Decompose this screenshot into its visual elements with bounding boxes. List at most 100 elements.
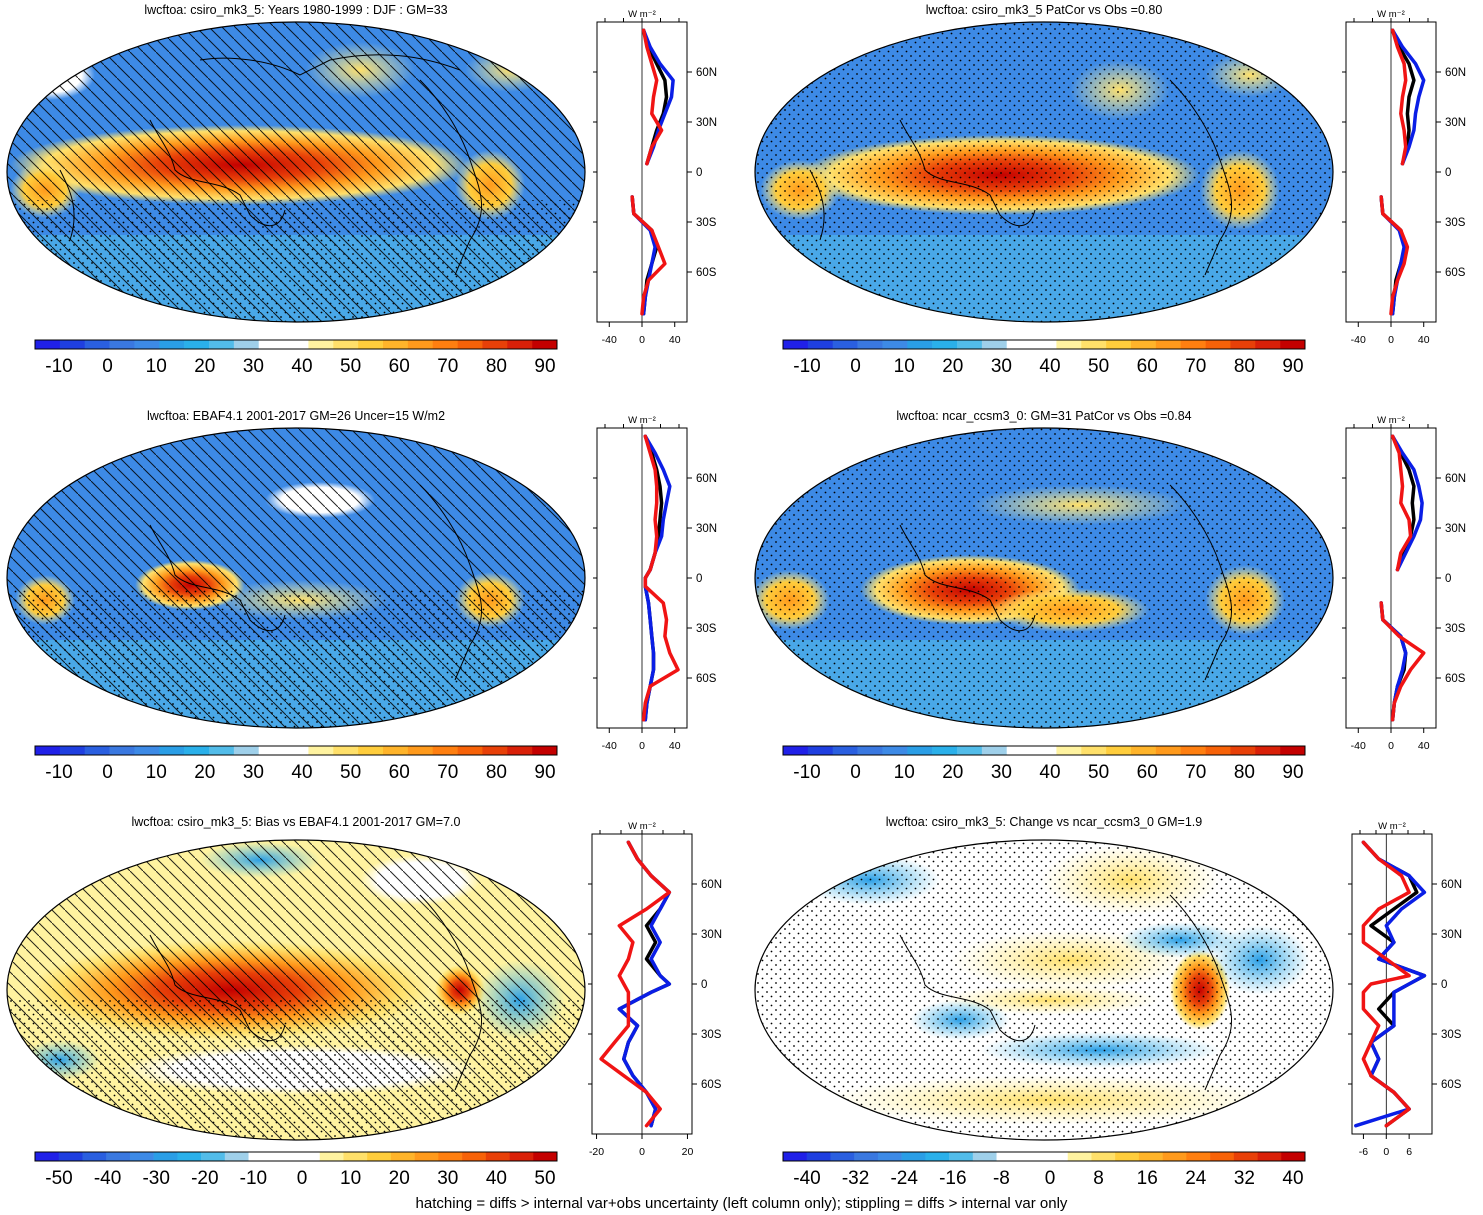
colorbar-tick-label: -30	[142, 1168, 169, 1189]
colorbar-swatch	[407, 746, 434, 755]
x-tick-label: -40	[602, 334, 617, 346]
colorbar-frame	[782, 339, 1306, 350]
colorbar-tick-label: 80	[1234, 762, 1255, 783]
colorbar-tick-label: 20	[942, 356, 963, 377]
colorbar-swatch	[1186, 1152, 1211, 1161]
colorbar-frame	[34, 1151, 558, 1162]
colorbar-swatch	[159, 340, 185, 349]
colorbar-tick-label: 50	[1088, 762, 1109, 783]
colorbar-swatch	[854, 1152, 879, 1161]
colorbar-swatch	[482, 746, 508, 755]
colorbar-tick-label: 60	[389, 356, 410, 377]
colorbar-swatch	[957, 340, 983, 349]
panel-1-title: lwcftoa: csiro_mk3_5: Years 1980-1999 : …	[144, 3, 447, 17]
x-tick-label: 0	[639, 334, 645, 346]
x-tick-label: 40	[1418, 740, 1430, 752]
colorbar-swatch	[1280, 746, 1306, 755]
x-tick-label: 6	[1406, 1146, 1412, 1158]
colorbar-tick-label: 50	[1088, 356, 1109, 377]
lat-label: 60S	[1445, 673, 1466, 685]
colorbar-swatch	[407, 340, 434, 349]
x-tick-label: -20	[589, 1146, 604, 1158]
colorbar-tick-label: -10	[45, 356, 72, 377]
colorbar-tick-label: 10	[146, 356, 167, 377]
colorbar-swatch	[482, 340, 508, 349]
colorbar-tick-label: -16	[939, 1168, 966, 1189]
colorbar-swatch	[1031, 746, 1057, 755]
colorbar-tick-label: -24	[890, 1168, 918, 1189]
x-tick-label: 0	[639, 1146, 645, 1158]
colorbar-tick-label: 40	[1039, 762, 1060, 783]
lat-label: 30S	[1445, 623, 1466, 635]
colorbar-tick-label: -50	[45, 1168, 72, 1189]
colorbar-swatch	[1230, 340, 1256, 349]
colorbar-swatch	[308, 746, 334, 755]
colorbar-swatch	[462, 1152, 487, 1161]
colorbar-swatch	[925, 1152, 950, 1161]
colorbar-swatch	[1067, 1152, 1092, 1161]
lat-label: 60S	[701, 1079, 722, 1091]
colorbar-tick-label: -8	[993, 1168, 1010, 1189]
panel-1: lwcftoa: csiro_mk3_5: Years 1980-1999 : …	[6, 3, 717, 377]
colorbar-swatch	[807, 340, 834, 349]
colorbar-swatch	[509, 1152, 534, 1161]
colorbar-tick-label: 70	[1185, 762, 1206, 783]
colorbar-swatch	[882, 746, 908, 755]
x-tick-label: 40	[669, 334, 681, 346]
colorbar-tick-label: 32	[1234, 1168, 1255, 1189]
colorbar-tick-label: 8	[1093, 1168, 1104, 1189]
colorbar-swatch	[233, 340, 260, 349]
profile-series-red	[1361, 840, 1411, 1128]
colorbar-tick-label: 30	[991, 762, 1012, 783]
colorbar-swatch	[857, 746, 883, 755]
x-tick-label: -40	[1351, 740, 1366, 752]
colorbar-tick-label: 30	[991, 356, 1012, 377]
lat-label: 60S	[696, 673, 717, 685]
lat-label: 60N	[1445, 67, 1466, 79]
colorbar-tick-label: 70	[437, 762, 458, 783]
colorbar-swatch	[209, 340, 235, 349]
colorbar-swatch	[457, 746, 483, 755]
colorbar-swatch	[783, 746, 809, 755]
colorbar-tick-label: 0	[297, 1168, 308, 1189]
colorbar-swatch	[333, 746, 359, 755]
panel-2: lwcftoa: csiro_mk3_5 PatCor vs Obs =0.80…	[754, 3, 1466, 377]
colorbar-tick-label: 10	[146, 762, 167, 783]
colorbar-tick-label: -40	[793, 1168, 820, 1189]
colorbar-tick-label: -10	[45, 762, 72, 783]
colorbar-swatch	[1106, 340, 1132, 349]
colorbar-swatch	[533, 1152, 558, 1161]
unit-label: W m⁻²	[1377, 415, 1405, 426]
colorbar-swatch	[272, 1152, 297, 1161]
colorbar-swatch	[35, 340, 61, 349]
colorbar-tick-label: 0	[102, 762, 113, 783]
panel-6-map	[754, 839, 1334, 1141]
lat-label: 60N	[701, 879, 722, 891]
panel-6-zonal-profile: 60N 30N 0 30S 60S -6 0 6 W m⁻²	[1348, 821, 1462, 1158]
colorbar-swatch	[109, 746, 135, 755]
colorbar-swatch	[1020, 1152, 1045, 1161]
colorbar-tick-label: 0	[1045, 1168, 1056, 1189]
lat-label: 30N	[1445, 117, 1466, 129]
panel-1-colorbar: -10 0 10 20 30 40 50 60 70 80 90	[34, 339, 558, 377]
colorbar-swatch	[1006, 340, 1032, 349]
profile-series-red	[1379, 28, 1410, 316]
colorbar-swatch	[1255, 746, 1281, 755]
colorbar-swatch	[532, 746, 558, 755]
colorbar-swatch	[1106, 746, 1132, 755]
panel-6-colorbar: -40 -32 -24 -16 -8 0 8 16 24 32 40	[782, 1151, 1306, 1189]
colorbar-swatch	[153, 1152, 178, 1161]
colorbar-tick-label: 60	[1137, 762, 1158, 783]
colorbar-swatch	[932, 746, 958, 755]
colorbar-tick-label: 40	[486, 1168, 507, 1189]
colorbar-swatch	[1056, 746, 1082, 755]
colorbar-swatch	[283, 746, 309, 755]
colorbar-swatch	[857, 340, 883, 349]
panel-1-zonal-profile: 60N 30N 0 30S 60S -40 0 40 W m⁻²	[593, 9, 717, 346]
colorbar-tick-label: -40	[94, 1168, 121, 1189]
colorbar-swatch	[201, 1152, 226, 1161]
colorbar-swatch	[1281, 1152, 1306, 1161]
colorbar-tick-label: 16	[1137, 1168, 1158, 1189]
colorbar-swatch	[882, 340, 908, 349]
